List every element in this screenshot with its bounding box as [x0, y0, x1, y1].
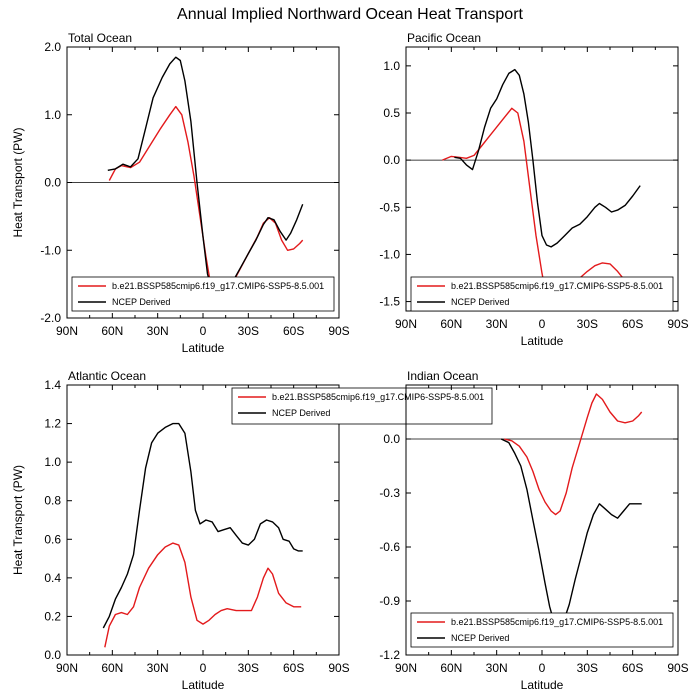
y-tick-label: 0.6	[44, 532, 61, 546]
y-tick-label: 0.0	[383, 432, 400, 446]
legend-box	[231, 387, 493, 425]
panels: Total Ocean 90N 60N 30N 0 30S 60S 90S -2.0 -1.0 0.…	[11, 31, 689, 692]
panel-pacific-ocean: Pacific Ocean 90N 60N 30N 0 30S 60S 90S -1.5 -1.0…	[379, 31, 688, 348]
y-tick-label: 0.0	[44, 176, 61, 190]
y-axis-label: Heat Transport (PW)	[11, 127, 25, 237]
panel-title: Total Ocean	[68, 31, 132, 45]
plot-frame	[405, 384, 679, 656]
panel-title: Atlantic Ocean	[68, 369, 146, 383]
ncep-series-line	[102, 422, 303, 629]
y-tick-label: 0.4	[44, 571, 61, 585]
x-tick-label: 30S	[238, 661, 259, 675]
x-tick-label: 90N	[395, 661, 417, 675]
y-tick-label: 1.2	[44, 417, 61, 431]
x-tick-label: 30N	[147, 324, 169, 338]
panel-indian-ocean: Indian Ocean 90N 60N 30N 0 30S 60S 90S -1.2 -0.9 -…	[379, 369, 688, 692]
plot-frame	[66, 384, 340, 656]
model-series-line	[442, 107, 641, 307]
x-tick-label: 30N	[486, 317, 508, 331]
x-tick-label: 90N	[56, 324, 78, 338]
legend-box	[71, 276, 335, 312]
y-tick-label: 1.0	[383, 59, 400, 73]
y-tick-label: 1.0	[44, 108, 61, 122]
y-tick-label: 1.0	[44, 455, 61, 469]
x-tick-label: 30S	[577, 317, 598, 331]
y-tick-label: -0.9	[379, 594, 400, 608]
legend-label: NCEP Derived	[112, 297, 170, 307]
x-tick-label: 0	[539, 661, 546, 675]
x-tick-label: 90S	[328, 661, 349, 675]
y-tick-label: 0.8	[44, 494, 61, 508]
x-tick-label: 90S	[667, 661, 688, 675]
x-tick-label: 90N	[56, 661, 78, 675]
x-tick-label: 30N	[486, 661, 508, 675]
y-tick-label: 0.5	[383, 106, 400, 120]
x-tick-label: 60N	[101, 661, 123, 675]
x-axis-label: Latitude	[521, 678, 564, 692]
x-tick-label: 30N	[147, 661, 169, 675]
x-tick-label: 60S	[283, 324, 304, 338]
ncep-series-line	[500, 438, 642, 629]
y-tick-label: -1.0	[40, 243, 61, 257]
plot-frame	[66, 46, 340, 319]
x-tick-label: 0	[200, 661, 207, 675]
x-tick-label: 60N	[440, 317, 462, 331]
y-tick-label: 2.0	[44, 40, 61, 54]
x-tick-label: 60S	[283, 661, 304, 675]
legend-label: NCEP Derived	[451, 297, 509, 307]
y-tick-label: -2.0	[40, 311, 61, 325]
y-tick-label: 0.2	[44, 609, 61, 623]
y-tick-label: 1.4	[44, 378, 61, 392]
panel-title: Pacific Ocean	[407, 31, 481, 45]
ncep-series-line	[454, 68, 641, 248]
legend-label: b.e21.BSSP585cmip6.f19_g17.CMIP6-SSP5-8.…	[451, 281, 663, 291]
legend-label: b.e21.BSSP585cmip6.f19_g17.CMIP6-SSP5-8.…	[451, 617, 663, 627]
x-tick-label: 60S	[622, 661, 643, 675]
legend: b.e21.BSSP585cmip6.f19_g17.CMIP6-SSP5-8.…	[410, 612, 674, 648]
legend-box	[410, 276, 674, 312]
y-axis-label: Heat Transport (PW)	[11, 465, 25, 575]
y-tick-label: -1.0	[379, 247, 400, 261]
model-series-line	[104, 542, 302, 648]
x-tick-label: 90S	[328, 324, 349, 338]
x-tick-label: 60N	[101, 324, 123, 338]
y-tick-label: -0.3	[379, 486, 400, 500]
x-axis-label: Latitude	[182, 678, 225, 692]
x-tick-label: 0	[200, 324, 207, 338]
x-tick-label: 30S	[238, 324, 259, 338]
x-tick-label: 60S	[622, 317, 643, 331]
y-tick-label: -1.5	[379, 295, 400, 309]
model-series-line	[504, 393, 643, 516]
y-tick-label: -0.5	[379, 200, 400, 214]
figure-title: Annual Implied Northward Ocean Heat Tran…	[177, 6, 524, 23]
panel-atlantic-ocean: Atlantic Ocean 90N 60N 30N 0 30S 60S 90S 0.0 0.2 0…	[11, 369, 493, 692]
panel-total-ocean: Total Ocean 90N 60N 30N 0 30S 60S 90S -2.0 -1.0 0.…	[11, 31, 350, 355]
legend-label: NCEP Derived	[272, 408, 330, 418]
y-tick-label: 0.0	[383, 153, 400, 167]
x-tick-label: 90N	[395, 317, 417, 331]
y-tick-label: 0.0	[44, 648, 61, 662]
legend-box	[410, 612, 674, 648]
ncep-series-line	[107, 56, 304, 297]
x-tick-label: 0	[539, 317, 546, 331]
legend-label: NCEP Derived	[451, 633, 509, 643]
y-tick-label: -1.2	[379, 648, 400, 662]
y-tick-label: -0.6	[379, 540, 400, 554]
legend-label: b.e21.BSSP585cmip6.f19_g17.CMIP6-SSP5-8.…	[112, 281, 324, 291]
panel-title: Indian Ocean	[407, 369, 478, 383]
x-axis-label: Latitude	[182, 341, 225, 355]
legend: b.e21.BSSP585cmip6.f19_g17.CMIP6-SSP5-8.…	[231, 387, 493, 425]
x-tick-label: 30S	[577, 661, 598, 675]
x-axis-label: Latitude	[521, 334, 564, 348]
x-tick-label: 60N	[440, 661, 462, 675]
x-tick-label: 90S	[667, 317, 688, 331]
legend-label: b.e21.BSSP585cmip6.f19_g17.CMIP6-SSP5-8.…	[272, 392, 484, 402]
legend: b.e21.BSSP585cmip6.f19_g17.CMIP6-SSP5-8.…	[71, 276, 335, 312]
model-series-line	[108, 105, 304, 302]
legend: b.e21.BSSP585cmip6.f19_g17.CMIP6-SSP5-8.…	[410, 276, 674, 312]
